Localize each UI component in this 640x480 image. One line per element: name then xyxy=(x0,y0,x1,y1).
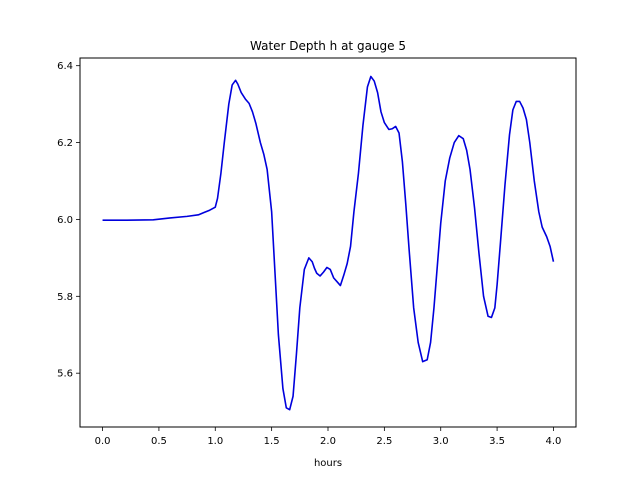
y-tick-label: 6.4 xyxy=(57,61,73,72)
chart-title: Water Depth h at gauge 5 xyxy=(250,39,406,53)
x-tick-label: 3.0 xyxy=(433,436,449,447)
x-tick-label: 2.0 xyxy=(320,436,336,447)
x-axis-label: hours xyxy=(314,458,342,469)
x-tick-label: 2.5 xyxy=(376,436,392,447)
y-axis: 5.6 5.8 6.0 6.2 6.4 xyxy=(57,61,80,380)
x-tick-label: 0.5 xyxy=(151,436,167,447)
y-tick-label: 6.0 xyxy=(57,215,73,226)
x-tick-label: 1.5 xyxy=(264,436,280,447)
y-tick-label: 5.8 xyxy=(57,292,73,303)
x-tick-label: 1.0 xyxy=(207,436,223,447)
y-tick-label: 6.2 xyxy=(57,138,73,149)
series-layer xyxy=(102,75,555,411)
y-tick-label: 5.6 xyxy=(57,369,73,380)
series-line-0 xyxy=(102,75,555,411)
plot-frame xyxy=(79,57,577,428)
x-tick-label: 3.5 xyxy=(489,436,505,447)
plot-area xyxy=(79,57,577,428)
x-tick-label: 4.0 xyxy=(546,436,562,447)
x-tick-label: 0.0 xyxy=(95,436,111,447)
x-axis: 0.0 0.5 1.0 1.5 2.0 2.5 3.0 3.5 4.0 xyxy=(95,427,562,447)
